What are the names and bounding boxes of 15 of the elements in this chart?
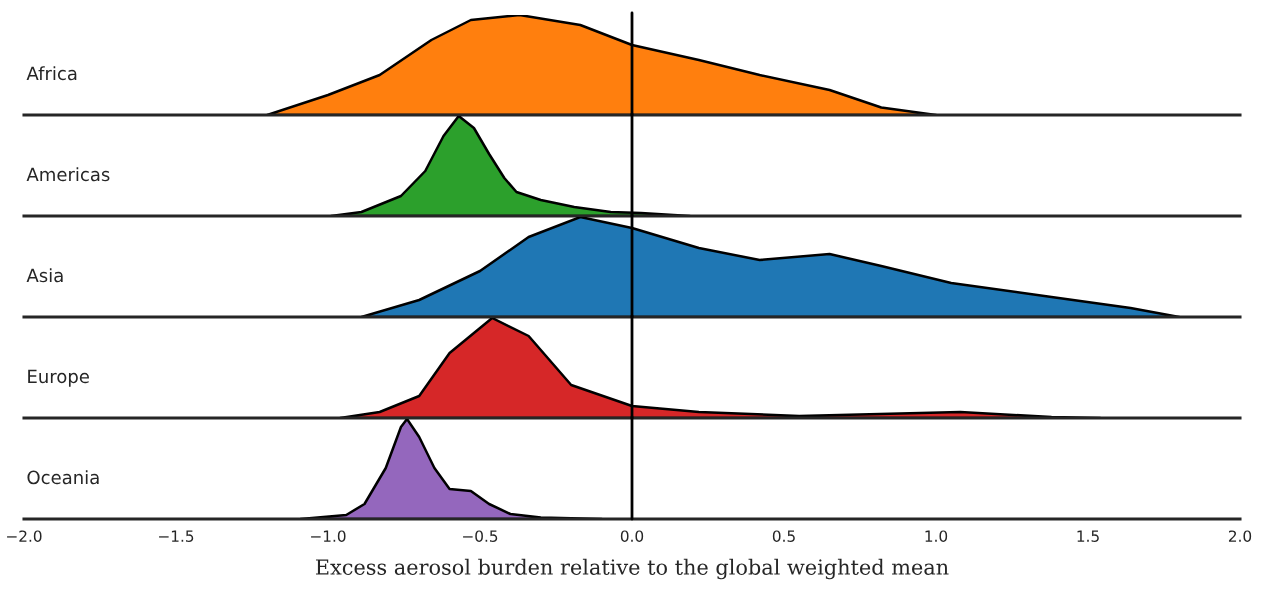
- x-axis-title: Excess aerosol burden relative to the global weighted mean: [316, 558, 949, 580]
- x-tick-label: 0.5: [772, 530, 795, 542]
- x-tick-label: −0.5: [463, 530, 498, 542]
- text: Africa: [26, 66, 77, 81]
- x-tick-label: 1.0: [925, 530, 948, 542]
- text: Americas: [26, 167, 110, 182]
- x-tick-label: 0.0: [620, 530, 644, 542]
- x-tick-label: −1.0: [311, 530, 346, 542]
- x-tick-label: −2.0: [7, 530, 42, 542]
- text: Asia: [26, 268, 63, 283]
- text: Oceania: [27, 470, 99, 485]
- x-tick-label: −1.5: [159, 530, 194, 542]
- text: Europe: [28, 369, 89, 387]
- x-tick-label: 2.0: [1228, 530, 1252, 542]
- x-tick-label: 1.5: [1077, 530, 1099, 542]
